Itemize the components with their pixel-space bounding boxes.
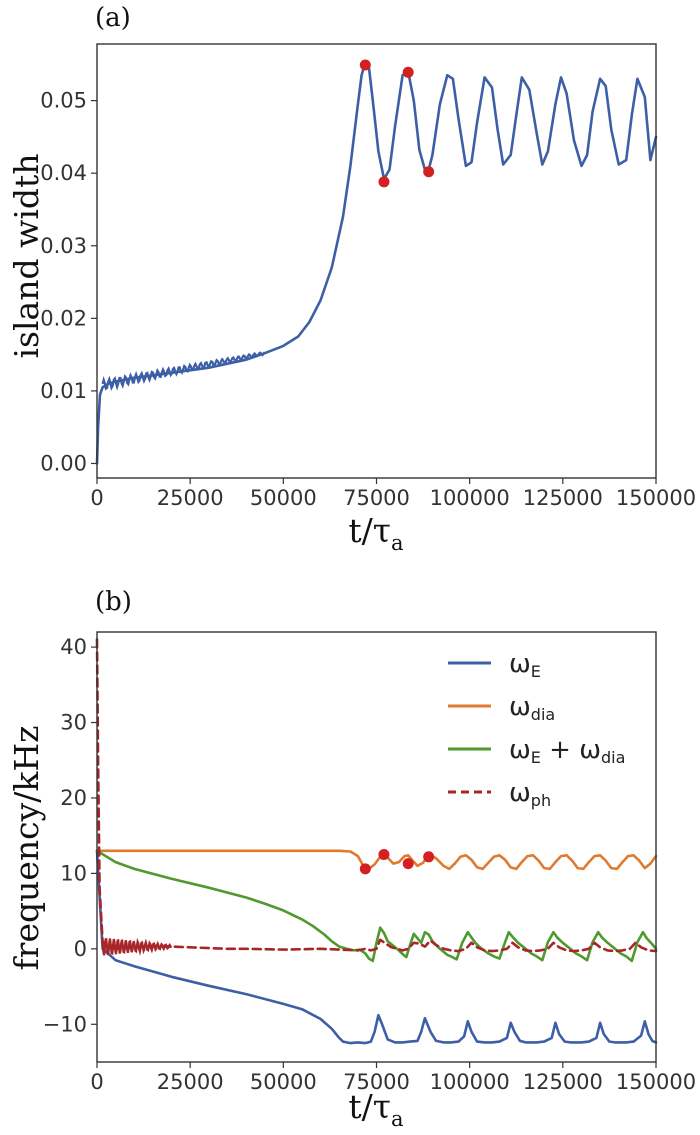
- panel-a-y-tick-label: 0.01: [40, 379, 87, 403]
- legend-item-omega-ph: ωph: [448, 778, 551, 810]
- panel-a-y-tick-label: 0.02: [40, 306, 87, 330]
- panel-b-series-line-3: [95, 638, 658, 953]
- legend-label-omega-e: ωE: [509, 649, 541, 681]
- panel-a-island-width: (a) island width 0 25000 50000 75000 100000 1…: [7, 3, 696, 555]
- panel-b-y-tick-label: 40: [60, 635, 87, 659]
- panel-a-y-tick-label: 0.00: [40, 451, 87, 475]
- panel-b-x-tick-label: 25000: [157, 1070, 224, 1094]
- panel-b-x-tick-label: 150000: [616, 1070, 696, 1094]
- panel-a-x-tick-label: 100000: [430, 486, 510, 510]
- panel-b-series-line-2: [95, 849, 658, 963]
- panel-a-marker-point: [402, 66, 414, 78]
- panel-b-frequency: (b) frequency/kHz 0 25000 50000 75000 100000…: [7, 587, 696, 1131]
- panel-b-early-oscillation-omega-ph: [101, 937, 173, 956]
- panel-a-x-tick-label: 0: [90, 486, 103, 510]
- panel-b-y-tick-label: 20: [60, 786, 87, 810]
- legend-label-omega-ph: ωph: [509, 778, 551, 810]
- panel-a-marker-point: [359, 59, 371, 71]
- panel-a-y-tick-label: 0.05: [40, 89, 87, 113]
- panel-b-marker-point: [423, 851, 435, 863]
- panel-b-series-line-0: [95, 849, 658, 1045]
- panel-b-marker-point: [378, 849, 390, 861]
- panel-b-y-axis-label: frequency/kHz: [7, 725, 46, 970]
- panel-b-x-tick-label: 100000: [430, 1070, 510, 1094]
- panel-b-plot-frame: [96, 631, 657, 1063]
- panel-b-y-tick-label: 30: [60, 711, 87, 735]
- panel-b-x-tick-label: 0: [90, 1070, 103, 1094]
- panel-b-x-tick-label: 50000: [250, 1070, 317, 1094]
- panel-b-markers: [359, 849, 435, 875]
- panel-a-y-tick-label: 0.04: [40, 161, 87, 185]
- panel-a-x-tick-label: 75000: [343, 486, 410, 510]
- panel-a-early-oscillation: [101, 351, 266, 392]
- panel-a-x-tick-label: 50000: [250, 486, 317, 510]
- legend-label-omega-dia: ωdia: [509, 692, 555, 724]
- panel-a-x-tick-label: 125000: [523, 486, 603, 510]
- panel-a-label: (a): [95, 3, 131, 33]
- panel-b-label: (b): [95, 587, 132, 617]
- panel-a-markers: [359, 59, 435, 188]
- panel-b-y-tick-label: −10: [43, 1012, 87, 1036]
- panel-a-x-tick-label: 150000: [616, 486, 696, 510]
- panel-b-series-line-1: [95, 849, 658, 871]
- panel-b-x-tick-label: 125000: [523, 1070, 603, 1094]
- panel-a-series-line-0: [95, 60, 658, 465]
- legend-item-omega-e: ωE: [448, 649, 541, 681]
- panel-a-y-axis-label: island width: [7, 153, 46, 358]
- panel-b-x-tick-label: 75000: [343, 1070, 410, 1094]
- panel-a-marker-point: [378, 176, 390, 188]
- panel-b-y-tick-label: 0: [74, 937, 87, 961]
- panel-b-marker-point: [402, 858, 414, 870]
- panel-b-legend: ωE ωdia ωE + ωdia ωph: [448, 649, 625, 810]
- panel-a-plot-frame: [96, 43, 657, 479]
- panel-a-x-tick-label: 25000: [157, 486, 224, 510]
- panel-b-ticks: 0 25000 50000 75000 100000 125000 150000 −10 0 10…: [43, 635, 696, 1094]
- panel-a-x-axis-label: t/τa: [348, 511, 403, 555]
- panel-b-series: [95, 638, 658, 1045]
- panel-a-series: [95, 60, 658, 465]
- legend-item-omega-sum: ωE + ωdia: [448, 735, 625, 767]
- panel-b-marker-point: [359, 863, 371, 875]
- panel-b-y-tick-label: 10: [60, 861, 87, 885]
- legend-item-omega-dia: ωdia: [448, 692, 555, 724]
- legend-label-omega-sum: ωE + ωdia: [509, 735, 625, 767]
- panel-a-y-tick-label: 0.03: [40, 234, 87, 258]
- panel-a-marker-point: [423, 166, 435, 178]
- panel-a-ticks: 0 25000 50000 75000 100000 125000 150000 0.00 0.…: [40, 89, 696, 510]
